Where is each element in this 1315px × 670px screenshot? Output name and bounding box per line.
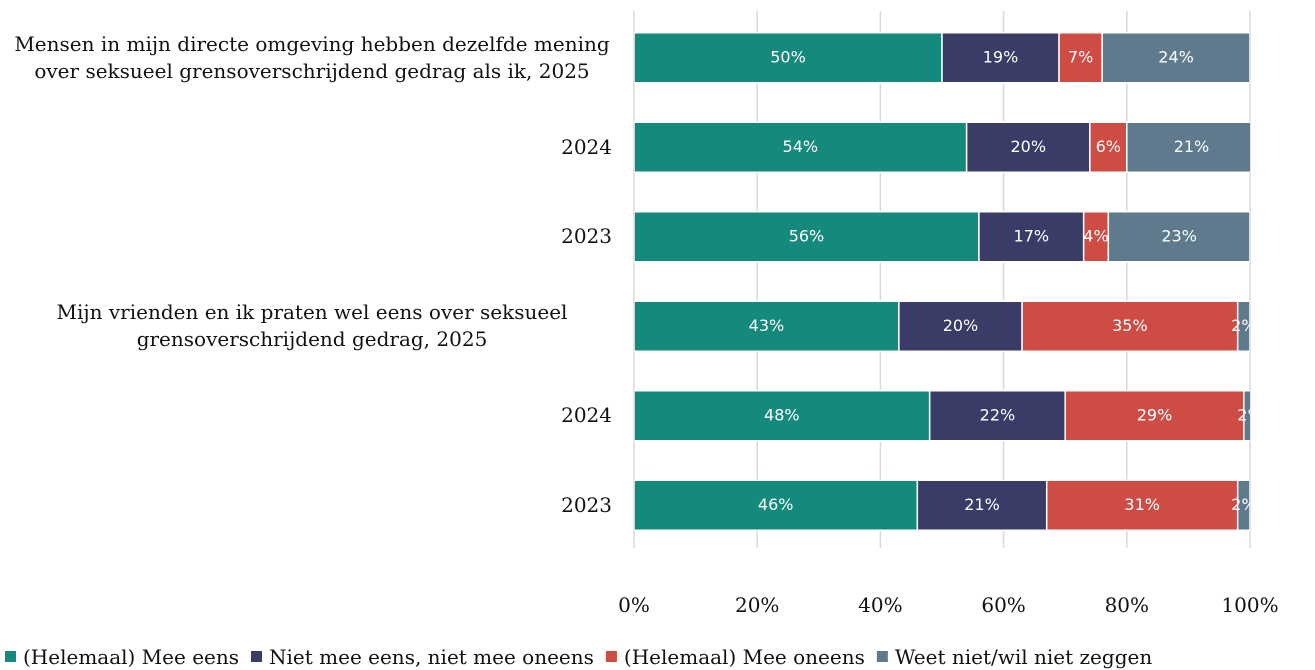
bar-segment xyxy=(1058,32,1103,84)
bar-segment xyxy=(1107,211,1250,263)
x-tick-label: 60% xyxy=(981,593,1025,617)
value-label: 21% xyxy=(964,495,1000,514)
value-label: 31% xyxy=(1124,495,1160,514)
value-label: 2% xyxy=(1231,316,1256,335)
bars: 50% 19% 7% 24% 54% 20% 6% 21% 56% 17% 4% 23% 43% 20% 3… xyxy=(634,32,1262,531)
category-label: Mensen in mijn directe omgeving hebben d… xyxy=(14,31,610,83)
bar-segment xyxy=(1101,32,1250,84)
value-label: 2% xyxy=(1237,405,1262,424)
category-label: 2023 xyxy=(561,492,612,517)
value-label: 20% xyxy=(943,316,979,335)
x-tick-label: 20% xyxy=(735,593,779,617)
bar-segment xyxy=(1082,211,1110,263)
x-tick-label: 100% xyxy=(1221,593,1278,617)
legend-label: Weet niet/wil niet zeggen xyxy=(895,645,1152,669)
category-label-text: 2023 xyxy=(561,492,612,517)
category-label-text: 2024 xyxy=(561,134,612,159)
bar-segment xyxy=(634,32,943,84)
bar-segment xyxy=(928,390,1066,442)
bar-segment xyxy=(1243,390,1250,442)
legend-swatch xyxy=(605,651,617,662)
value-label: 35% xyxy=(1112,316,1148,335)
legend-label: (Helemaal) Mee oneens xyxy=(624,645,865,669)
value-label: 21% xyxy=(1174,137,1210,156)
value-label: 43% xyxy=(749,316,785,335)
bar-segment xyxy=(916,479,1048,531)
category-label: 2023 xyxy=(561,224,612,249)
bar-segment xyxy=(634,390,931,442)
category-label-text: Mijn vrienden en ik praten wel eens over… xyxy=(56,300,568,352)
bar-segment xyxy=(1089,121,1128,173)
value-label: 2% xyxy=(1231,495,1256,514)
value-label: 20% xyxy=(1010,137,1046,156)
legend-label: (Helemaal) Mee eens xyxy=(23,645,239,669)
bar-segment xyxy=(1236,300,1250,352)
bar-segment xyxy=(1045,479,1239,531)
value-label: 29% xyxy=(1137,405,1173,424)
bar-segment xyxy=(634,211,980,263)
legend-swatch xyxy=(5,651,16,662)
bar-segment xyxy=(634,300,900,352)
value-label: 56% xyxy=(789,226,825,245)
legend-swatch xyxy=(876,651,888,662)
bar-segment xyxy=(634,121,968,173)
value-label: 22% xyxy=(980,405,1016,424)
legend-label: Niet mee eens, niet mee oneens xyxy=(269,645,594,669)
value-label: 54% xyxy=(783,137,819,156)
value-label: 7% xyxy=(1068,47,1093,66)
value-label: 4% xyxy=(1083,226,1108,245)
legend-swatch xyxy=(251,651,263,662)
bar-segment xyxy=(1236,479,1250,531)
category-label: 2024 xyxy=(561,134,612,159)
value-label: 6% xyxy=(1096,137,1121,156)
category-label: 2024 xyxy=(561,403,612,428)
category-label-text: Mensen in mijn directe omgeving hebben d… xyxy=(14,31,610,83)
value-label: 23% xyxy=(1161,226,1197,245)
x-tick-label: 80% xyxy=(1105,593,1149,617)
category-label-text: 2023 xyxy=(561,224,612,249)
category-label-text: 2024 xyxy=(561,403,612,428)
value-label: 48% xyxy=(764,405,800,424)
x-tick-label: 40% xyxy=(858,593,902,617)
value-label: 19% xyxy=(983,47,1019,66)
value-label: 50% xyxy=(770,47,806,66)
value-label: 46% xyxy=(758,495,794,514)
bar-segment xyxy=(898,300,1023,352)
value-label: 17% xyxy=(1014,226,1050,245)
grid xyxy=(633,11,1251,548)
x-tick-label: 0% xyxy=(618,593,650,617)
category-label: Mijn vrienden en ik praten wel eens over… xyxy=(56,300,568,352)
bar-segment xyxy=(1126,121,1250,173)
value-label: 24% xyxy=(1158,47,1194,66)
